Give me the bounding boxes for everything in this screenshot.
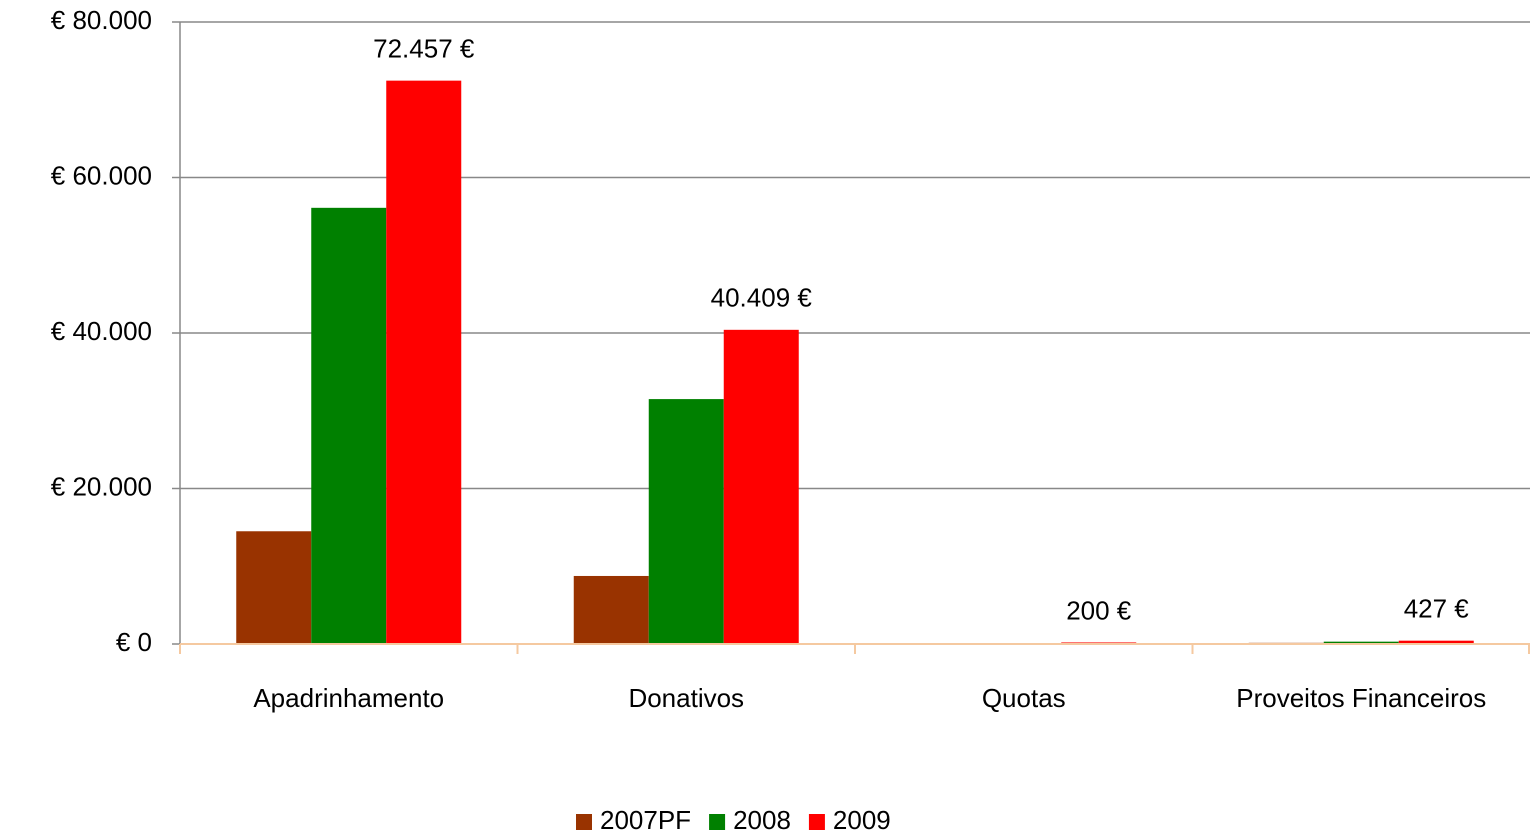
x-tick-label: Quotas xyxy=(982,683,1066,713)
y-tick-label: € 80.000 xyxy=(51,5,152,35)
legend-label: 2008 xyxy=(733,805,791,835)
x-tick-label: Donativos xyxy=(628,683,744,713)
legend-swatch xyxy=(808,814,825,830)
bar xyxy=(386,80,462,644)
data-label: 200 € xyxy=(1066,595,1132,625)
data-label: 72.457 € xyxy=(373,34,475,64)
bar xyxy=(236,531,312,644)
legend-swatch xyxy=(709,814,726,830)
y-tick-label: € 40.000 xyxy=(51,316,152,346)
y-tick-label: € 60.000 xyxy=(51,160,152,190)
legend-label: 2009 xyxy=(833,805,891,835)
bar xyxy=(1323,641,1399,644)
y-tick-label: € 20.000 xyxy=(51,471,152,501)
bar xyxy=(311,207,387,644)
bar xyxy=(648,399,724,644)
data-label: 40.409 € xyxy=(711,283,813,313)
y-tick-label: € 0 xyxy=(116,627,152,657)
bar xyxy=(723,329,799,644)
data-label: 427 € xyxy=(1404,594,1470,624)
legend-label: 2007PF xyxy=(600,805,691,835)
x-tick-label: Proveitos Financeiros xyxy=(1236,683,1486,713)
x-tick-label: Apadrinhamento xyxy=(253,683,444,713)
bar xyxy=(573,575,649,644)
legend-swatch xyxy=(576,814,592,830)
bar xyxy=(1398,640,1474,644)
